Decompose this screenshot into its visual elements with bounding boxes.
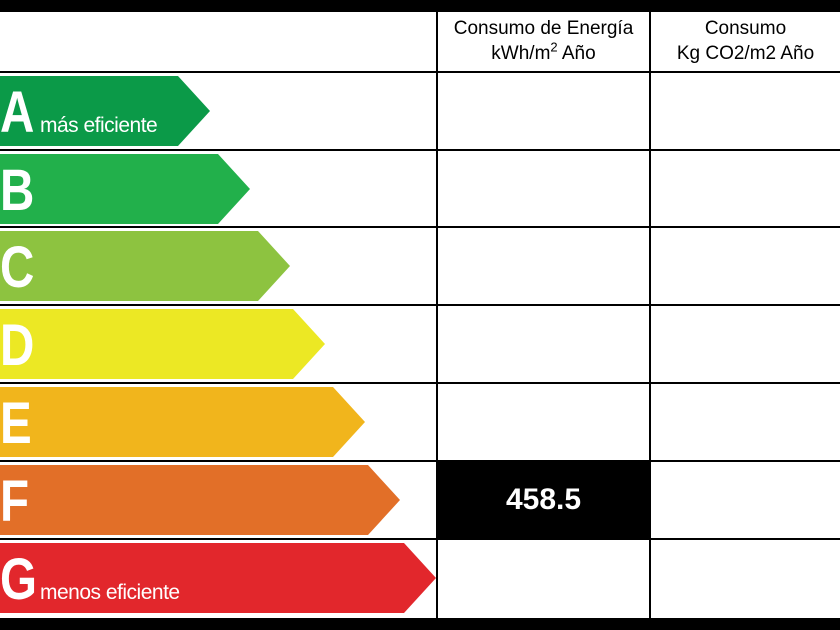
co2-header-unit: Kg CO2/m2 Año: [676, 43, 815, 64]
rating-arrow-c: C: [0, 231, 290, 301]
rating-arrow-f: F: [0, 465, 400, 535]
grid-line: [0, 460, 840, 462]
rating-letter: G: [0, 547, 37, 612]
co2-header-title: Consumo: [704, 18, 787, 39]
grid-line: [0, 538, 840, 540]
arrow-shape: [0, 76, 210, 146]
grid-line: [0, 71, 840, 73]
grid-line: [649, 12, 651, 618]
co2-emissions-header: Consumo Kg CO2/m2 Año: [651, 12, 840, 70]
rating-arrow-d: D: [0, 309, 325, 379]
energy-unit-prefix: kWh/m: [491, 43, 551, 64]
energy-certificate-table: Consumo de Energía kWh/m2 Año Consumo Kg…: [0, 12, 840, 618]
rating-letter: F: [0, 469, 29, 534]
rating-letter: D: [0, 313, 34, 378]
energy-consumption-header: Consumo de Energía kWh/m2 Año: [438, 12, 649, 70]
arrow-shape: [0, 154, 250, 224]
grid-line: [436, 12, 438, 618]
rating-label-least-efficient: menos eficiente: [40, 581, 180, 604]
energy-unit-exponent: 2: [550, 39, 558, 55]
grid-line: [0, 382, 840, 384]
rating-arrow-b: B: [0, 154, 250, 224]
arrow-shape: [0, 543, 436, 613]
arrow-shape: [0, 309, 325, 379]
arrow-shape: [0, 231, 290, 301]
rating-letter: E: [0, 391, 32, 456]
energy-header-title: Consumo de Energía: [453, 18, 634, 39]
grid-line: [0, 226, 840, 228]
rating-letter: A: [0, 80, 34, 145]
arrow-shape: [0, 465, 400, 535]
energy-header-unit: kWh/m2 Año: [491, 41, 595, 66]
grid-line: [0, 304, 840, 306]
rating-letter: C: [0, 235, 34, 300]
grid-line: [0, 149, 840, 151]
arrow-shape: [0, 387, 365, 457]
rating-label-most-efficient: más eficiente: [40, 114, 158, 137]
energy-unit-suffix: Año: [557, 43, 596, 64]
rating-letter: B: [0, 158, 34, 223]
rating-arrow-e: E: [0, 387, 365, 457]
energy-consumption-value: 458.5: [438, 462, 649, 538]
